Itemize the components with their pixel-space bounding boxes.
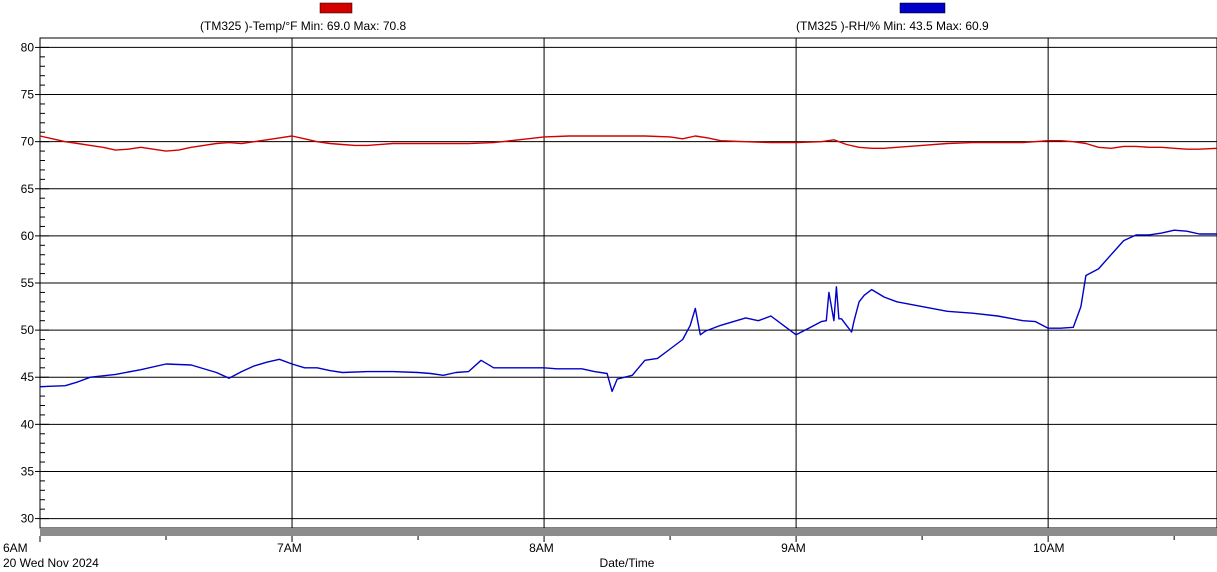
y-tick-label: 75	[21, 88, 35, 102]
x-axis: 6AM 7AM 8AM 9AM 10AM	[3, 536, 1175, 555]
y-tick-label: 80	[21, 40, 35, 54]
temperature-series-line	[39, 135, 1217, 152]
series-layer	[39, 135, 1217, 393]
y-tick-label: 50	[21, 323, 35, 337]
legend: (TM325 )-Temp/°F Min: 69.0 Max: 70.8 (TM…	[200, 2, 989, 33]
x-tick-label: 8AM	[529, 541, 554, 555]
x-tick-label: 10AM	[1033, 541, 1064, 555]
y-tick-label: 45	[21, 370, 35, 384]
legend-swatch-temperature	[319, 2, 353, 14]
y-tick-label: 70	[21, 135, 35, 149]
x-tick-label: 9AM	[781, 541, 806, 555]
legend-label-temperature: (TM325 )-Temp/°F Min: 69.0 Max: 70.8	[200, 19, 407, 33]
x-tick-label: 7AM	[277, 541, 302, 555]
legend-swatch-humidity	[899, 2, 946, 14]
date-label: 20 Wed Nov 2024	[3, 556, 99, 570]
y-minor-ticks	[40, 37, 49, 529]
y-tick-label: 60	[21, 229, 35, 243]
grid	[40, 38, 1217, 528]
y-tick-label: 40	[21, 417, 35, 431]
y-tick-label: 55	[21, 276, 35, 290]
x-axis-title: Date/Time	[600, 556, 655, 570]
legend-label-humidity: (TM325 )-RH/% Min: 43.5 Max: 60.9	[796, 19, 989, 33]
y-tick-label: 35	[21, 464, 35, 478]
x-tick-label: 6AM	[3, 541, 28, 555]
x-axis-bar	[40, 528, 1217, 536]
y-tick-label: 30	[21, 512, 35, 526]
y-axis: 30 35 40 45 50 55 60 65 70 75 80	[21, 40, 40, 526]
humidity-series-line	[39, 229, 1217, 393]
y-tick-label: 65	[21, 182, 35, 196]
